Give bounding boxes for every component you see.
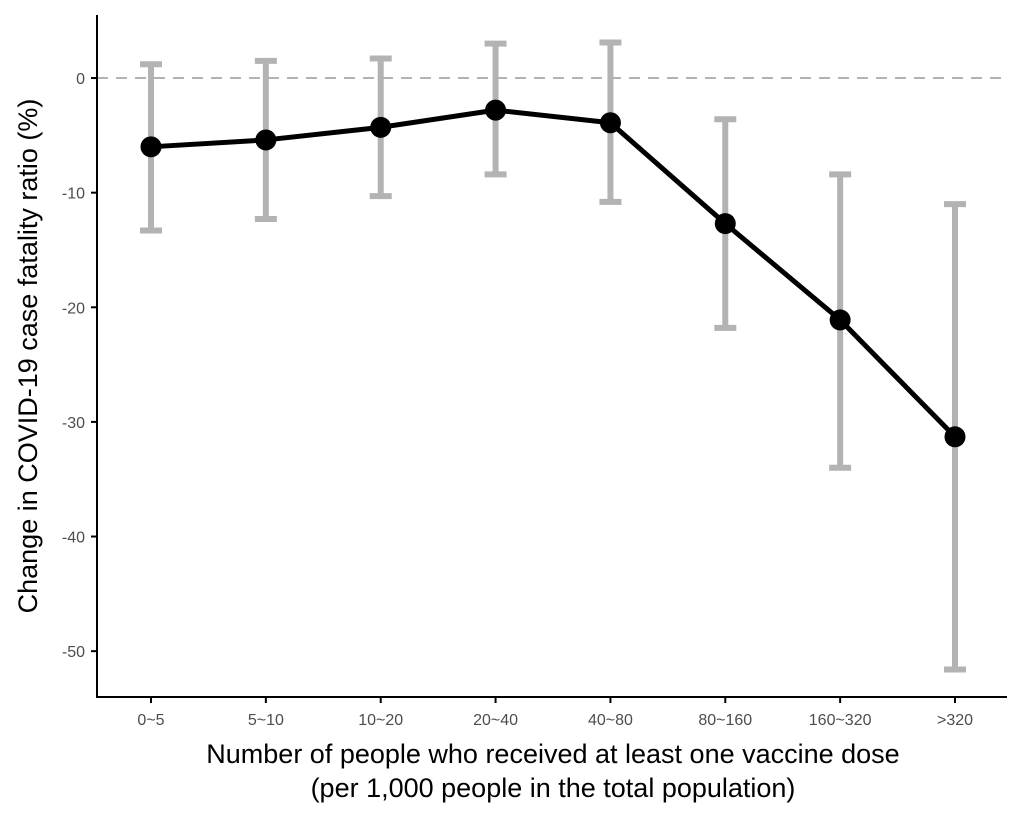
- x-tick-label: 0~5: [137, 712, 164, 729]
- axes: [96, 15, 1007, 698]
- x-axis-title-line1: Number of people who received at least o…: [206, 739, 899, 769]
- y-tick-label: -50: [62, 644, 85, 661]
- data-point: [140, 136, 162, 158]
- x-tick-label: 40~80: [588, 712, 633, 729]
- y-tick-label: -40: [62, 530, 85, 547]
- y-axis-title: Change in COVID-19 case fatality ratio (…: [13, 99, 43, 614]
- data-point: [714, 213, 736, 235]
- x-tick-label: 80~160: [698, 712, 752, 729]
- y-tick-label: 0: [76, 71, 85, 88]
- series-line: [148, 107, 958, 440]
- data-line-layer: [148, 107, 958, 440]
- data-point: [370, 116, 392, 138]
- x-tick-label: 5~10: [248, 712, 284, 729]
- x-tick-layer: 0~5 5~10 10~20 20~40 40~80 80~160 160~320 >320: [137, 697, 973, 729]
- y-tick-label: -20: [62, 300, 85, 317]
- data-point-layer: [140, 99, 966, 448]
- x-tick-label: >320: [937, 712, 973, 729]
- y-tick-label: -30: [62, 415, 85, 432]
- x-tick-label: 10~20: [358, 712, 403, 729]
- data-point: [485, 99, 507, 121]
- data-point: [599, 112, 621, 134]
- y-tick-label: -10: [62, 186, 85, 203]
- y-tick-layer: 0 -10 -20 -30 -40 -50: [62, 71, 97, 661]
- data-point: [255, 129, 277, 151]
- x-axis-title-line2: (per 1,000 people in the total populatio…: [311, 773, 796, 803]
- data-point: [944, 426, 966, 448]
- data-point: [829, 309, 851, 331]
- x-tick-label: 20~40: [473, 712, 518, 729]
- x-tick-label: 160~320: [809, 712, 872, 729]
